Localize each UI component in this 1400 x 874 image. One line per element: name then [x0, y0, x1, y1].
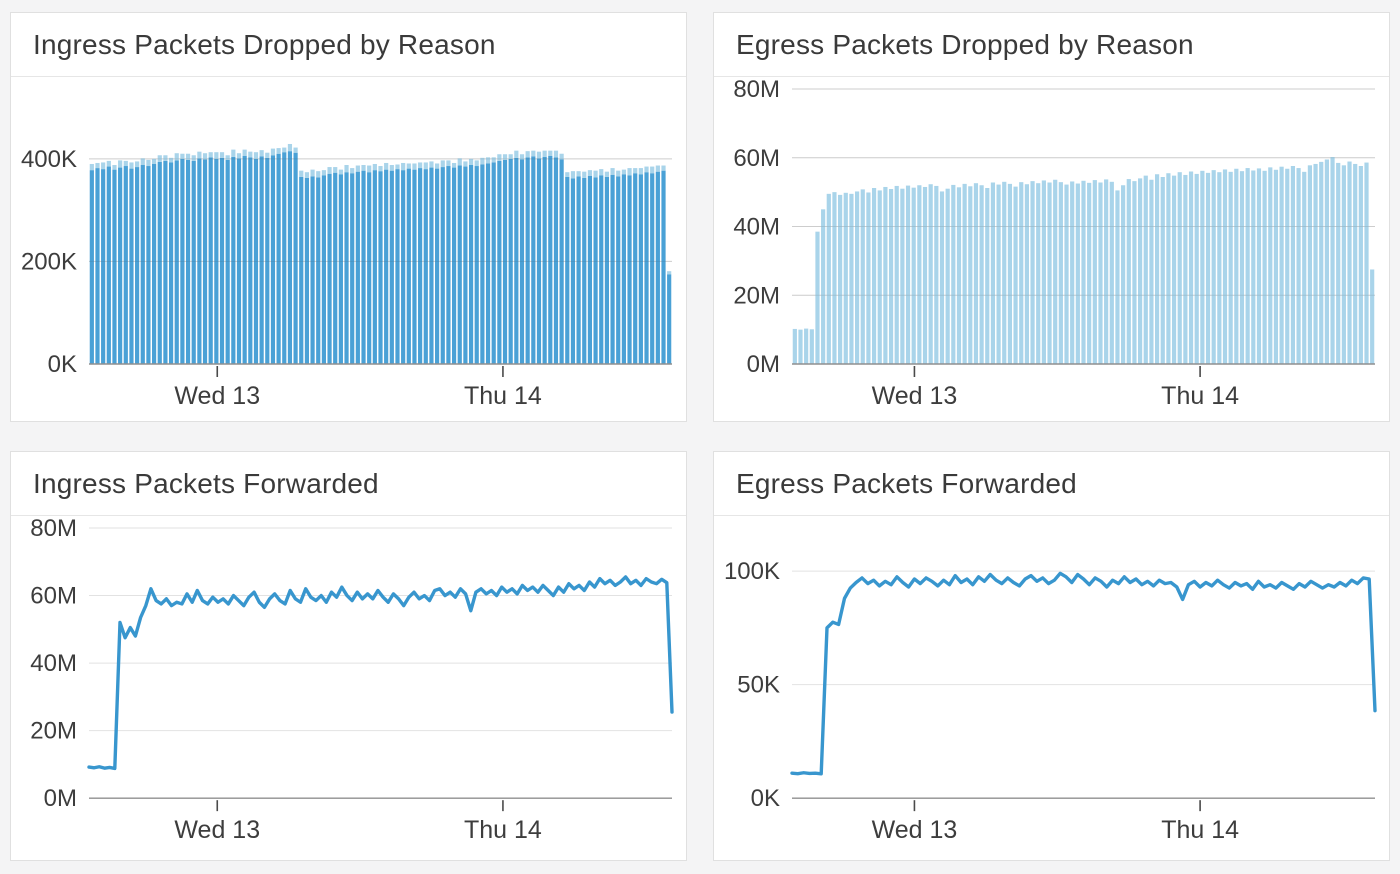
chart-grid: Ingress Packets Dropped by Reason Wed 13… [10, 12, 1390, 861]
svg-text:80M: 80M [733, 77, 780, 103]
svg-text:400K: 400K [21, 146, 77, 173]
svg-text:0M: 0M [44, 785, 77, 812]
panel-egress-packets-dropped: Egress Packets Dropped by Reason Wed 13 T… [713, 12, 1390, 422]
egress-dropped-bar-chart[interactable]: Wed 13 Thu 14 0M 20M 40M 60M 80M [714, 77, 1389, 421]
panel-header: Ingress Packets Dropped by Reason [11, 13, 686, 77]
ingress-dropped-bar-chart[interactable]: Wed 13 Thu 14 0K 200K 400K [11, 77, 686, 421]
svg-text:0M: 0M [747, 351, 780, 378]
panel-ingress-packets-dropped: Ingress Packets Dropped by Reason Wed 13… [10, 12, 687, 422]
svg-text:Thu 14: Thu 14 [1161, 382, 1239, 410]
chart-area: Wed 13 Thu 14 0K 50K 100K [714, 516, 1389, 860]
panel-ingress-packets-forwarded: Ingress Packets Forwarded Wed 13 Thu 14 0M… [10, 451, 687, 861]
panel-header: Ingress Packets Forwarded [11, 452, 686, 516]
svg-text:20M: 20M [733, 282, 780, 309]
chart-area: Wed 13 Thu 14 0M 20M 40M 60M 80M [714, 77, 1389, 421]
chart-area: Wed 13 Thu 14 0K 200K 400K [11, 77, 686, 421]
svg-text:Wed 13: Wed 13 [872, 816, 958, 844]
svg-text:Wed 13: Wed 13 [872, 382, 958, 410]
svg-text:Thu 14: Thu 14 [464, 816, 542, 844]
svg-text:0K: 0K [48, 351, 77, 378]
panel-title: Ingress Packets Forwarded [33, 467, 379, 499]
svg-text:100K: 100K [724, 558, 780, 585]
svg-text:40M: 40M [30, 650, 77, 677]
svg-text:50K: 50K [737, 672, 780, 699]
egress-forwarded-line-chart[interactable]: Wed 13 Thu 14 0K 50K 100K [714, 516, 1389, 860]
svg-text:20M: 20M [30, 718, 77, 745]
panel-header: Egress Packets Dropped by Reason [714, 13, 1389, 77]
svg-text:60M: 60M [30, 583, 77, 610]
ingress-forwarded-line-chart[interactable]: Wed 13 Thu 14 0M 20M 40M 60M 80M [11, 516, 686, 860]
svg-text:Wed 13: Wed 13 [174, 816, 260, 844]
svg-text:Wed 13: Wed 13 [174, 382, 260, 410]
panel-header: Egress Packets Forwarded [714, 452, 1389, 516]
svg-text:0K: 0K [751, 785, 780, 812]
panel-egress-packets-forwarded: Egress Packets Forwarded Wed 13 Thu 14 0K 5… [713, 451, 1390, 861]
svg-text:Thu 14: Thu 14 [464, 382, 542, 410]
chart-area: Wed 13 Thu 14 0M 20M 40M 60M 80M [11, 516, 686, 860]
svg-text:40M: 40M [733, 214, 780, 241]
svg-text:200K: 200K [21, 248, 77, 275]
svg-text:80M: 80M [30, 516, 77, 542]
svg-text:60M: 60M [733, 145, 780, 172]
panel-title: Egress Packets Dropped by Reason [736, 28, 1194, 60]
panel-title: Ingress Packets Dropped by Reason [33, 28, 496, 60]
svg-text:Thu 14: Thu 14 [1161, 816, 1239, 844]
panel-title: Egress Packets Forwarded [736, 467, 1077, 499]
